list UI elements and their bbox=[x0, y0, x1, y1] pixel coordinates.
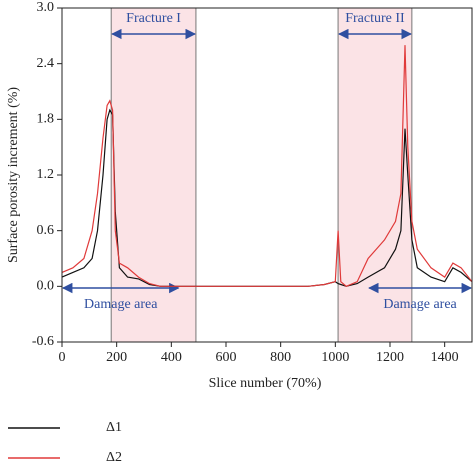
lines bbox=[61, 45, 473, 287]
y-tick-label: 1.8 bbox=[37, 112, 55, 127]
x-tick-label: 600 bbox=[216, 350, 237, 365]
y-tick-label: 3.0 bbox=[37, 0, 55, 15]
x-tick-label: 400 bbox=[161, 350, 182, 365]
y-tick-label: -0.6 bbox=[32, 334, 54, 349]
regions: Fracture I Fracture II Damage area Damage a… bbox=[61, 8, 473, 342]
fracture-region bbox=[111, 8, 196, 342]
y-tick-label: 0.0 bbox=[37, 279, 55, 294]
region-label: Fracture I bbox=[126, 11, 181, 26]
x-tick-label: 0 bbox=[59, 350, 66, 365]
legend-label: Δ2 bbox=[106, 450, 122, 465]
y-tick-label: 1.2 bbox=[37, 167, 55, 182]
x-tick-label: 1000 bbox=[321, 350, 349, 365]
damage-label: Damage area bbox=[84, 297, 158, 312]
y-tick-label: 0.6 bbox=[37, 223, 55, 238]
legend-label: Δ1 bbox=[106, 420, 122, 435]
x-axis-label: Slice number (70%) bbox=[209, 376, 322, 391]
y-axis-label: Surface porosity increment (%) bbox=[6, 87, 21, 263]
x-tick-label: 1200 bbox=[376, 350, 404, 365]
y-tick-label: 2.4 bbox=[37, 56, 55, 71]
damage-label: Damage area bbox=[383, 297, 457, 312]
x-tick-label: 200 bbox=[106, 350, 127, 365]
region-label: Fracture II bbox=[345, 11, 405, 26]
series-line bbox=[61, 45, 473, 287]
fracture-region bbox=[338, 8, 412, 342]
x-tick-label: 1400 bbox=[431, 350, 459, 365]
x-tick-label: 800 bbox=[270, 350, 291, 365]
